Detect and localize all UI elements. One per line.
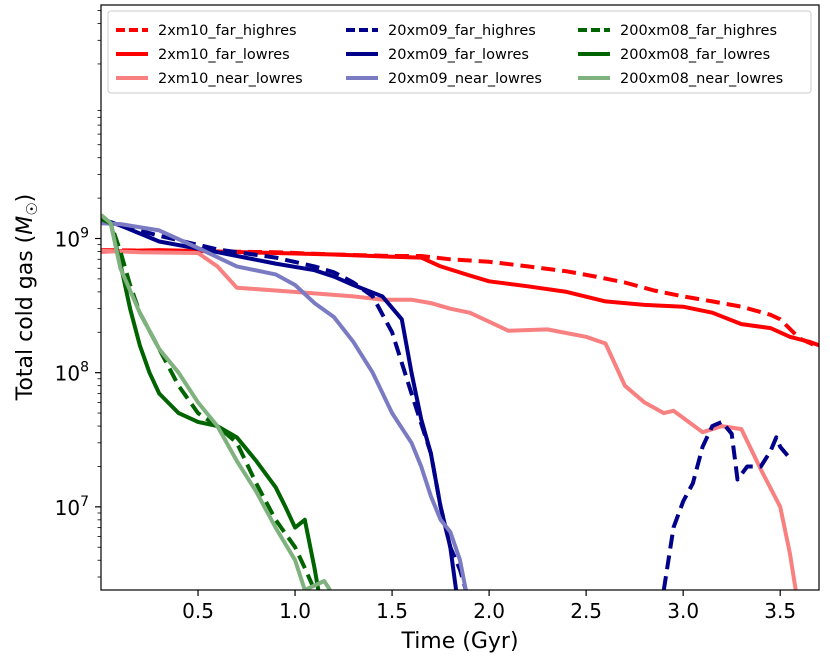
- x-tick-label: 3.5: [764, 599, 796, 623]
- series-layer: [101, 213, 819, 590]
- legend-box: [107, 10, 812, 94]
- x-axis-label: Time (Gyr): [400, 629, 518, 654]
- x-tick-label: 2.5: [570, 599, 602, 623]
- y-axis-label-close: ): [13, 194, 38, 203]
- series-line-2xm10-far-highres: [101, 248, 819, 349]
- legend-label-2xm10-far-lowres: 2xm10_far_lowres: [158, 47, 290, 63]
- x-tick-label: 1.0: [279, 599, 311, 623]
- legend-label-200xm08-near-lowres: 200xm08_near_lowres: [620, 71, 783, 87]
- legend-label-2xm10-far-highres: 2xm10_far_highres: [158, 23, 297, 39]
- x-tick-label: 1.5: [376, 599, 408, 623]
- legend-label-20xm09-far-lowres: 20xm09_far_lowres: [388, 47, 529, 63]
- x-tick-label: 3.0: [667, 599, 699, 623]
- y-axis-label-text: Total cold gas (: [13, 235, 38, 401]
- y-tick-label: 108: [55, 360, 89, 386]
- series-line-200xm08-far-highres: [101, 217, 317, 590]
- series-line-2xm10-far-lowres: [101, 248, 819, 348]
- legend-label-200xm08-far-highres: 200xm08_far_highres: [620, 23, 777, 39]
- y-tick-label: 107: [55, 494, 89, 520]
- y-axis-label: Total cold gas (M☉): [13, 194, 41, 402]
- series-line-200xm08-near-lowres: [101, 213, 332, 590]
- series-line-2xm10-near-lowres: [101, 248, 798, 590]
- legend: 2xm10_far_highres 20xm09_far_highres 200xm…: [107, 10, 812, 94]
- y-axis-label-unit-sub: ☉: [23, 202, 41, 215]
- plot-frame: [100, 4, 820, 591]
- y-axis-label-unit: M: [13, 216, 38, 235]
- x-tick-label: 0.5: [182, 599, 214, 623]
- series-line-200xm08-far-lowres: [101, 217, 321, 590]
- legend-label-20xm09-near-lowres: 20xm09_near_lowres: [388, 71, 542, 87]
- series-line-20xm09-far-highres: [101, 217, 468, 590]
- series-line-20xm09-far-highres-late: [661, 419, 792, 590]
- legend-label-200xm08-far-lowres: 200xm08_far_lowres: [620, 47, 770, 63]
- series-line-20xm09-far-lowres: [101, 217, 459, 590]
- legend-label-2xm10-near-lowres: 2xm10_near_lowres: [158, 71, 303, 87]
- x-tick-label: 2.0: [473, 599, 505, 623]
- ticks-layer: 0.5 1.0 1.5 2.0 2.5 3.0 3.5 107 108 109: [55, 10, 796, 623]
- series-line-20xm09-near-lowres: [101, 221, 468, 590]
- legend-label-20xm09-far-highres: 20xm09_far_highres: [388, 23, 536, 39]
- y-tick-label: 109: [55, 226, 89, 252]
